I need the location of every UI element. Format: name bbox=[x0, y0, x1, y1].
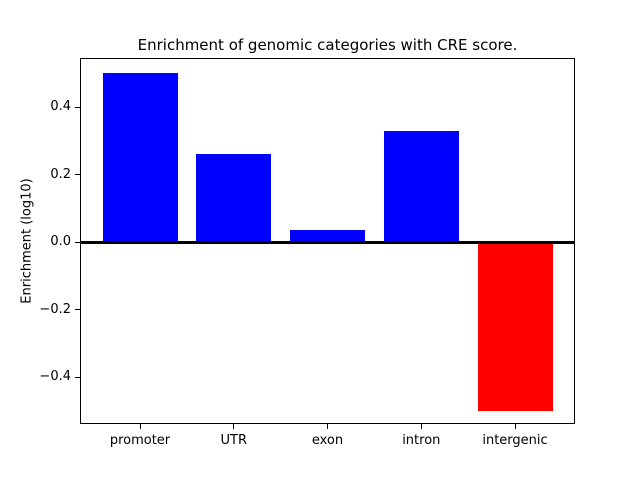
y-tick-label: 0.0 bbox=[50, 234, 71, 249]
chart-title: Enrichment of genomic categories with CR… bbox=[137, 36, 518, 54]
bar-promoter bbox=[102, 73, 178, 242]
y-tick-label: 0.4 bbox=[50, 99, 71, 114]
x-tick bbox=[514, 424, 516, 429]
x-tick bbox=[327, 424, 328, 429]
zero-line bbox=[80, 240, 575, 244]
x-tick bbox=[139, 424, 141, 429]
x-tick-label-promoter: promoter bbox=[109, 433, 171, 448]
x-tick bbox=[420, 424, 422, 429]
x-tick-label-UTR: UTR bbox=[220, 433, 248, 448]
y-tick bbox=[75, 106, 80, 108]
x-tick-label-exon: exon bbox=[311, 433, 344, 448]
bar-intron bbox=[383, 130, 459, 242]
y-tick-label: −0.4 bbox=[39, 369, 71, 385]
x-tick bbox=[233, 424, 235, 429]
y-tick-label: 0.2 bbox=[50, 166, 71, 182]
y-tick-label: −0.2 bbox=[39, 301, 71, 317]
y-tick bbox=[75, 241, 80, 243]
bar-intergenic bbox=[477, 242, 553, 411]
x-tick-label-intron: intron bbox=[402, 433, 441, 448]
bar-UTR bbox=[196, 154, 272, 242]
y-tick bbox=[75, 174, 80, 175]
x-tick-label-intergenic: intergenic bbox=[482, 433, 548, 448]
y-tick bbox=[75, 309, 80, 310]
y-tick bbox=[75, 376, 80, 378]
bar-exon bbox=[290, 230, 365, 242]
